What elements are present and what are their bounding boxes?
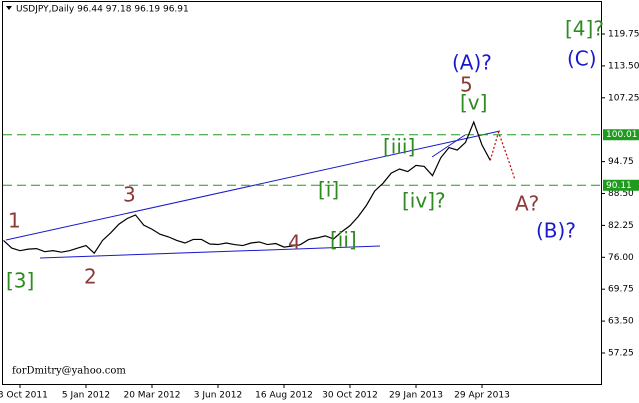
price-line — [3, 120, 491, 255]
y-tick-label: 94.75 — [608, 157, 634, 167]
wave-label: [v] — [460, 91, 487, 115]
x-tick-label: 29 Jan 2013 — [389, 391, 443, 401]
wave-label: 4 — [288, 231, 301, 255]
wave-label: [3] — [6, 269, 34, 293]
trend-line — [5, 130, 501, 241]
x-tick-label: 30 Oct 2012 — [322, 391, 378, 401]
menu-icon — [6, 6, 12, 10]
trend-line — [431, 134, 466, 158]
y-tick-label: 82.25 — [608, 221, 634, 231]
plot-frame — [2, 1, 602, 385]
wave-label: [i] — [318, 178, 339, 202]
y-tick-label: 107.25 — [608, 93, 639, 103]
wave-label: 5 — [460, 73, 473, 97]
x-tick-label: 16 Aug 2012 — [255, 391, 313, 401]
wave-label: A? — [515, 192, 539, 216]
level-label: 90.11 — [606, 181, 632, 191]
y-tick-label: 119.75 — [608, 29, 639, 39]
wave-label: [iv]? — [402, 189, 446, 213]
x-tick-label: 29 Apr 2013 — [454, 391, 510, 401]
x-tick-label: 23 Oct 2011 — [0, 391, 48, 401]
wave-label: [4]? — [565, 17, 604, 41]
watermark: forDmitry@yahoo.com — [12, 366, 126, 377]
projection-line — [489, 130, 516, 180]
x-tick-label: 3 Jun 2012 — [194, 391, 242, 401]
wave-label: 2 — [84, 265, 97, 289]
level-box — [603, 129, 639, 141]
y-tick-label: 88.50 — [608, 189, 634, 199]
wave-label: 3 — [123, 183, 136, 207]
wave-label: [iii] — [383, 135, 415, 159]
wave-label: 1 — [8, 209, 21, 233]
y-tick-label: 57.25 — [608, 348, 634, 358]
wave-label: (A)? — [452, 51, 492, 75]
wave-label: (C) — [567, 47, 597, 71]
y-tick-label: 113.50 — [608, 61, 639, 71]
y-tick-label: 76.00 — [608, 253, 634, 263]
x-tick-label: 5 Jan 2012 — [62, 391, 110, 401]
x-tick-label: 20 Mar 2012 — [123, 391, 180, 401]
level-box — [603, 179, 639, 191]
y-tick-label: 69.75 — [608, 285, 634, 295]
y-tick-label: 63.50 — [608, 317, 634, 327]
wave-label: [ii] — [330, 228, 357, 252]
level-label: 100.01 — [606, 130, 638, 140]
wave-label: (B)? — [536, 219, 576, 243]
trend-line — [39, 245, 381, 259]
header: USDJPY,Daily 96.44 97.18 96.19 96.91 — [16, 5, 189, 15]
